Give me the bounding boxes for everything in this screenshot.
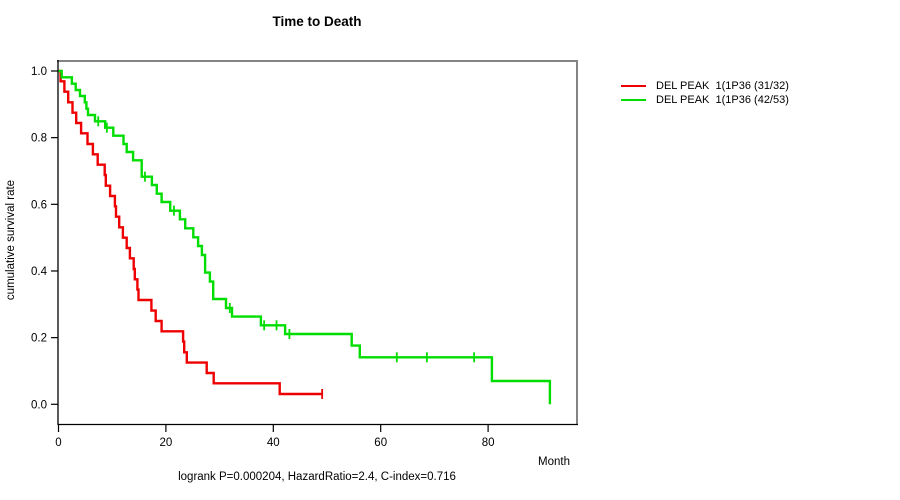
plot-box-black-edges — [57, 60, 578, 426]
survival-curve-series2 — [58, 69, 552, 405]
y-tick-label: 0.0 — [31, 399, 47, 411]
chart-title: Time to Death — [272, 14, 362, 29]
y-axis-title: cumulative survival rate — [5, 179, 17, 301]
legend-line-sample-red — [621, 85, 646, 87]
x-axis-title: Month — [538, 456, 570, 468]
legend-line-sample-green — [621, 99, 646, 101]
legend: DEL PEAK 1(1P36 (31/32) DEL PEAK 1(1P36 … — [621, 79, 789, 107]
y-tick-label: 0.4 — [31, 266, 48, 278]
stats-annotation: logrank P=0.000204, HazardRatio=2.4, C-i… — [178, 471, 456, 483]
legend-row-series2: DEL PEAK 1(1P36 (42/53) — [621, 93, 789, 107]
x-tick-label: 0 — [55, 437, 61, 449]
survival-curve-series1 — [58, 69, 323, 396]
x-tick-label: 80 — [482, 437, 495, 449]
y-tick-label: 1.0 — [31, 66, 47, 78]
y-tick-label: 0.2 — [31, 333, 47, 345]
x-tick-label: 20 — [160, 437, 173, 449]
x-tick-label: 40 — [267, 437, 280, 449]
legend-row-series1: DEL PEAK 1(1P36 (31/32) — [621, 79, 789, 93]
legend-label-series1: DEL PEAK 1(1P36 (31/32) — [656, 80, 789, 92]
plot-box-gray-edges — [57, 60, 578, 425]
legend-label-series2: DEL PEAK 1(1P36 (42/53) — [656, 94, 789, 106]
y-tick-label: 0.6 — [31, 199, 47, 211]
y-tick-label: 0.8 — [31, 133, 47, 145]
x-tick-label: 60 — [374, 437, 387, 449]
